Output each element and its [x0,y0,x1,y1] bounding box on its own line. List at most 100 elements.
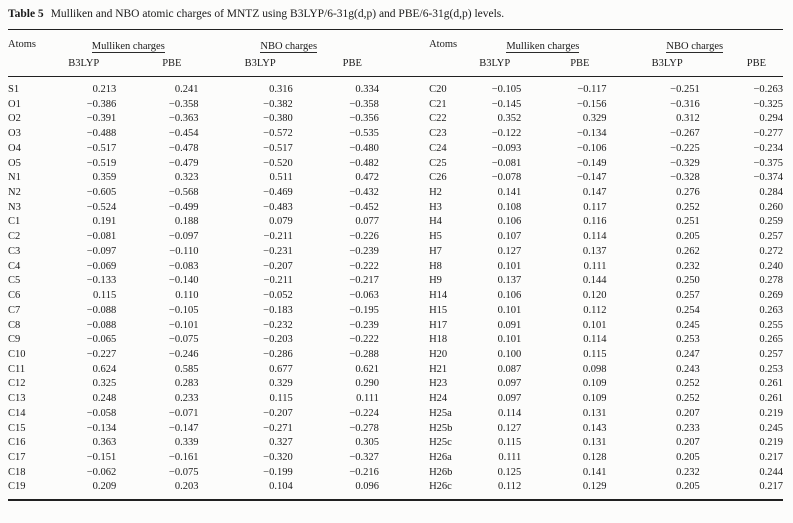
column-gap [379,436,429,451]
charge-value: 0.115 [498,437,522,449]
charge-value: 0.334 [355,84,379,95]
atom-label: O1 [8,98,21,110]
charge-value: 0.097 [497,378,522,390]
charge-value: 0.111 [583,260,607,272]
charge-value: −0.572 [263,128,293,140]
charge-value: 0.115 [583,348,607,360]
charge-value: 0.269 [759,290,783,302]
group-header-mulliken-left-label: Mulliken charges [91,41,165,53]
charge-value: 0.240 [759,260,783,272]
charge-value: −0.469 [263,187,293,199]
charge-value: 0.244 [759,466,783,478]
table-row: C4 −0.069 −0.083 −0.207 −0.222 H8 0.101 0.111 0.… [8,260,783,275]
charge-value: 0.621 [355,363,379,375]
charge-value: 0.087 [497,363,522,375]
charge-value: 0.129 [582,481,607,493]
atom-label: N1 [8,172,21,184]
charge-value: 0.276 [676,187,700,199]
column-gap [379,480,429,495]
column-gap [379,407,429,422]
group-header-row: Atoms Mulliken charges NBO charges Atoms… [8,30,783,53]
column-gap [379,98,429,113]
col-header-nbo-b3lyp-left: B3LYP [198,53,293,77]
charge-value: −0.517 [263,142,293,154]
charge-value: −0.083 [168,260,199,272]
charge-value: 0.141 [582,466,607,478]
table-row: S1 0.213 0.241 0.316 0.334 C20 −0.105 −0.117 −0.… [8,77,783,98]
atom-label: H23 [429,378,448,390]
charge-value: −0.106 [576,142,607,154]
column-gap [379,186,429,201]
charge-value: 0.257 [759,231,783,243]
charge-value: 0.147 [582,187,607,199]
charge-value: 0.511 [269,172,293,184]
charge-value: −0.482 [349,157,379,169]
atoms-spacer-left [8,53,59,77]
table-row: C7 −0.088 −0.105 −0.183 −0.195 H15 0.101 0.112 0… [8,304,783,319]
column-gap [379,304,429,319]
charge-value: −0.081 [491,157,522,169]
charge-value: −0.097 [86,245,117,257]
charge-value: 0.253 [759,363,783,375]
charge-value: 0.137 [497,275,522,287]
charge-value: 0.117 [583,201,607,213]
atom-label: H26b [429,466,453,478]
charge-value: 0.203 [174,481,199,493]
charge-value: 0.261 [759,393,783,405]
charge-value: −0.224 [349,407,379,419]
charge-value: −0.207 [263,407,293,419]
column-gap [379,112,429,127]
atom-label: C25 [429,157,447,169]
atom-label: H14 [429,290,448,302]
atom-label: H8 [429,260,442,272]
col-header-mulliken-b3lyp-right: B3LYP [479,53,522,77]
column-gap [379,466,429,481]
charge-value: −0.226 [349,231,379,243]
charge-value: 0.265 [759,334,783,346]
charge-value: 0.101 [582,319,607,331]
charge-value: −0.088 [86,319,117,331]
atom-label: H20 [429,348,448,360]
charge-value: −0.140 [168,275,199,287]
atom-label: H24 [429,393,448,405]
charge-value: −0.151 [86,451,117,463]
charge-value: −0.075 [168,334,199,346]
charge-value: 0.325 [92,378,117,390]
column-gap [379,274,429,289]
charge-value: −0.452 [349,201,379,213]
atom-label: C24 [429,142,447,154]
table-row: C12 0.325 0.283 0.329 0.290 H23 0.097 0.109 0.25… [8,377,783,392]
column-gap [379,30,429,53]
table-row: C10 −0.227 −0.246 −0.286 −0.288 H20 0.100 0.115… [8,348,783,363]
charge-value: −0.081 [86,231,117,243]
charge-value: 0.339 [174,437,199,449]
atom-label: C15 [8,422,26,434]
atom-label: C21 [429,98,447,110]
charge-value: 0.125 [497,466,522,478]
atoms-spacer-right [429,53,480,77]
charge-value: 0.284 [759,187,783,199]
charge-value: −0.105 [491,84,522,95]
charge-value: −0.063 [349,290,379,302]
method-header-row: B3LYP PBE B3LYP PBE B3LYP PBE B3LYP PBE [8,53,783,77]
column-gap [378,53,430,77]
charge-value: 0.263 [759,304,783,316]
charge-value: −0.374 [753,172,783,184]
charge-value: 0.104 [269,481,293,493]
table-row: C9 −0.065 −0.075 −0.203 −0.222 H18 0.101 0.114 0… [8,333,783,348]
charge-value: 0.205 [676,231,700,243]
charge-value: 0.294 [759,113,783,125]
charge-value: −0.454 [168,128,199,140]
charge-value: −0.320 [263,451,293,463]
charge-value: −0.499 [168,201,199,213]
atom-label: H26a [429,451,452,463]
charge-value: 0.323 [174,172,199,184]
charge-value: 0.137 [582,245,607,257]
col-header-nbo-b3lyp-right: B3LYP [606,53,700,77]
column-gap [379,319,429,334]
charge-value: −0.358 [168,98,199,110]
table-row: C6 0.115 0.110 −0.052 −0.063 H14 0.106 0.120 0.2… [8,289,783,304]
atom-label: C23 [429,128,447,140]
charge-value: −0.382 [263,98,293,110]
charge-value: −0.278 [349,422,379,434]
